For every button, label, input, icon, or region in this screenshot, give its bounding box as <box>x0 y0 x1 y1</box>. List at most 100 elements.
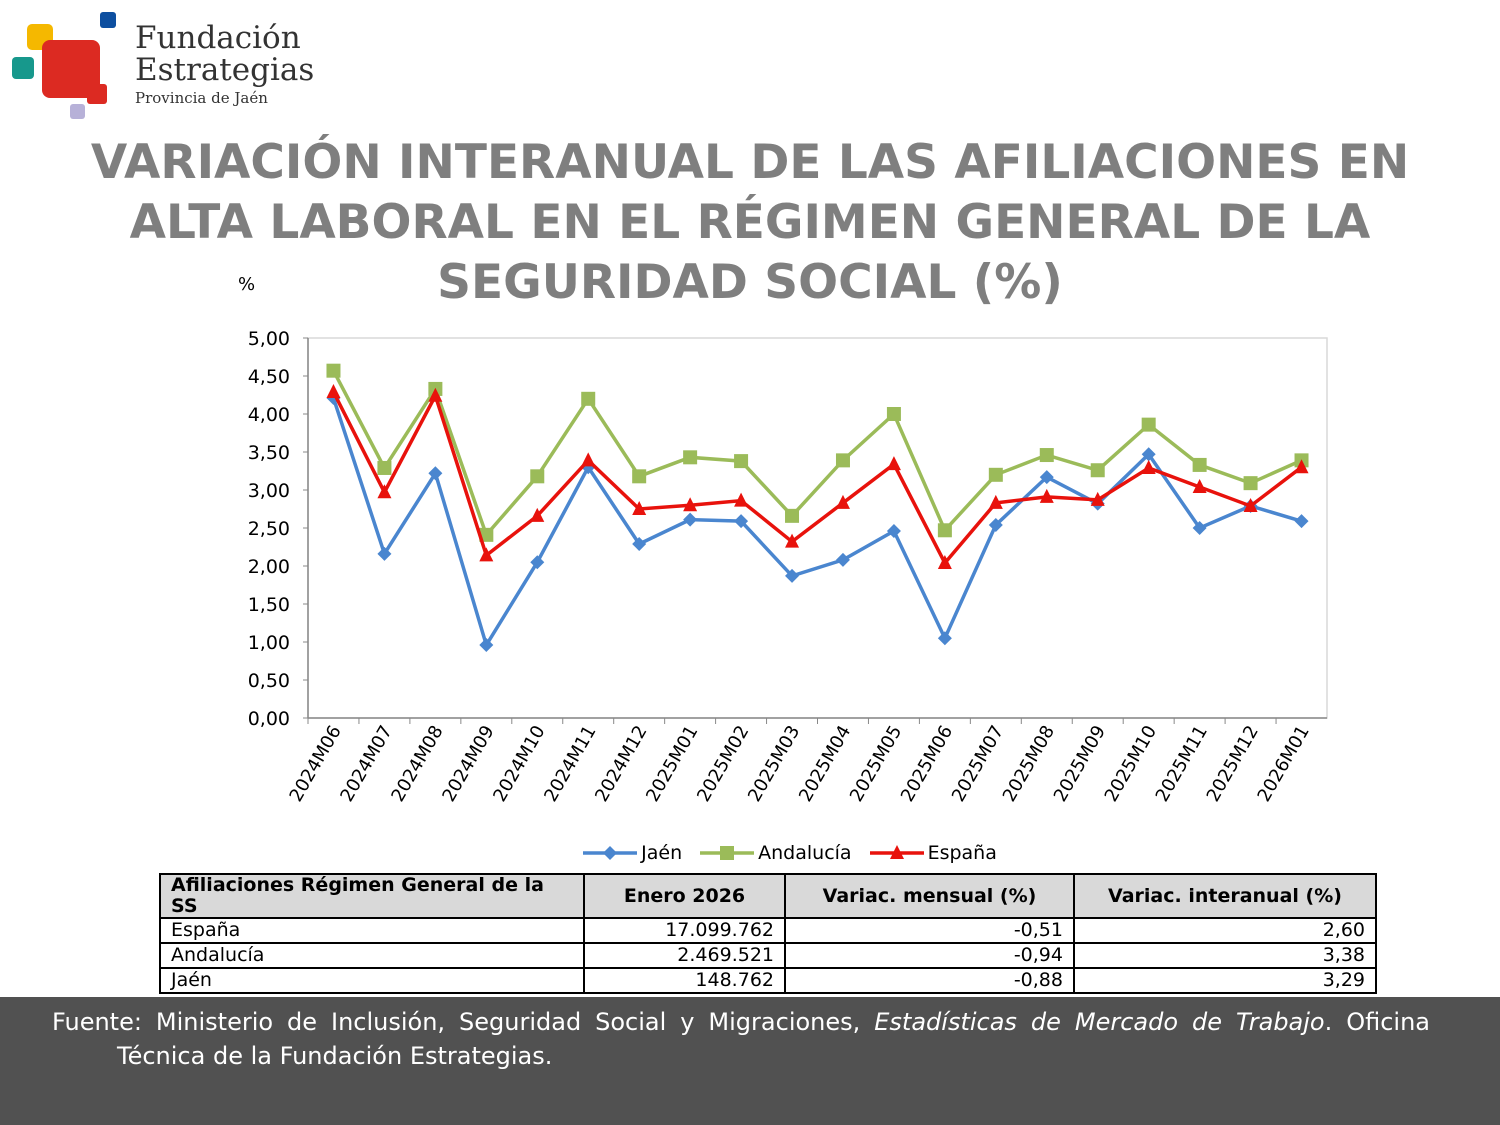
legend-marker <box>700 846 755 860</box>
table-row: Andalucía 2.469.521 -0,94 3,38 <box>159 942 1377 969</box>
y-tick-label: 3,50 <box>248 442 290 464</box>
data-point <box>530 469 545 484</box>
logo: Fundación Estrategias Provincia de Jaén <box>10 10 314 125</box>
data-point <box>1090 463 1105 478</box>
data-point <box>1039 470 1054 485</box>
chart-title: VARIACIÓN INTERANUAL DE LAS AFILIACIONES… <box>90 135 1410 310</box>
y-tick-label: 4,00 <box>248 404 290 426</box>
data-point <box>377 546 392 561</box>
data-point <box>1243 476 1258 491</box>
data-point <box>530 507 545 522</box>
y-tick-label: 0,50 <box>248 670 290 692</box>
col-header: Afiliaciones Régimen General de la SS <box>159 873 585 919</box>
data-point <box>377 484 392 499</box>
y-tick-label: 5,00 <box>248 328 290 350</box>
source-footer: Fuente: Ministerio de Inclusión, Segurid… <box>0 997 1500 1125</box>
data-point <box>1192 457 1207 472</box>
y-tick-label: 0,00 <box>248 708 290 730</box>
source-text: Técnica de la Fundación Estrategias. <box>117 1042 553 1070</box>
legend-marker <box>583 846 638 860</box>
plot-area <box>307 337 1328 719</box>
data-point <box>835 453 850 468</box>
logo-mark <box>12 12 116 119</box>
cell: -0,94 <box>784 942 1075 969</box>
col-header: Variac. interanual (%) <box>1073 873 1377 919</box>
col-header: Variac. mensual (%) <box>784 873 1075 919</box>
y-tick-label: 3,00 <box>248 480 290 502</box>
data-point <box>603 846 618 860</box>
data-point <box>886 524 901 539</box>
logo-line3: Provincia de Jaén <box>135 89 268 107</box>
data-point <box>377 460 392 475</box>
cell: 3,38 <box>1073 942 1377 969</box>
legend-item: Jaén <box>583 842 682 864</box>
series-jaén <box>326 391 1309 653</box>
series-line <box>331 391 1303 567</box>
data-point <box>683 512 698 527</box>
data-point <box>428 466 443 481</box>
data-point <box>632 501 647 515</box>
table-header: Afiliaciones Régimen General de la SS En… <box>159 873 1377 919</box>
cell: 2.469.521 <box>583 942 786 969</box>
data-point <box>1243 497 1258 512</box>
data-point <box>1141 447 1156 462</box>
data-point <box>581 391 596 406</box>
data-point <box>1192 521 1207 535</box>
data-point <box>785 533 800 548</box>
data-point <box>1294 514 1309 529</box>
data-point <box>886 456 901 471</box>
col-header: Enero 2026 <box>583 873 786 919</box>
data-point <box>479 527 494 542</box>
y-tick-label: 2,00 <box>248 556 290 578</box>
data-point <box>835 552 850 567</box>
legend-label: España <box>927 842 997 864</box>
data-point <box>937 631 952 646</box>
data-point <box>326 363 341 378</box>
data-point <box>530 555 545 570</box>
data-point <box>734 492 749 507</box>
data-point <box>632 469 647 484</box>
y-tick-label: 1,50 <box>248 594 290 616</box>
legend-label: Jaén <box>641 842 683 864</box>
data-point <box>683 497 698 512</box>
data-point <box>632 536 647 551</box>
data-point <box>720 846 735 860</box>
data-point <box>1141 459 1156 474</box>
legend-item: España <box>869 842 997 864</box>
data-point <box>1294 459 1309 474</box>
cell: Andalucía <box>159 942 585 969</box>
cell: España <box>159 917 585 944</box>
data-point <box>581 452 596 467</box>
data-point <box>835 494 850 509</box>
data-point <box>479 547 494 562</box>
data-point <box>326 383 341 398</box>
y-tick-label: 2,50 <box>248 518 290 540</box>
data-point <box>734 514 749 529</box>
line-chart: 0,00 0,50 1,00 1,50 2,00 2,50 3,00 3,50 4,00 4,50… <box>248 328 1328 805</box>
data-point <box>937 554 952 569</box>
series-line <box>331 397 1303 650</box>
source-text: . Oficina <box>1324 1008 1431 1036</box>
table-row: España 17.099.762 -0,51 2,60 <box>159 917 1377 944</box>
data-point <box>988 517 1003 532</box>
legend-label: Andalucía <box>758 842 852 864</box>
series-andalucía <box>326 363 1309 542</box>
cell: 148.762 <box>583 967 786 994</box>
y-tick-label: 4,50 <box>248 366 290 388</box>
y-axis-label: % <box>238 274 256 295</box>
y-tick-label: 1,00 <box>248 632 290 654</box>
data-point <box>1039 488 1054 503</box>
legend: Jaén Andalucía España <box>0 842 1500 864</box>
source-title: Estadísticas de Mercado de Trabajo <box>874 1008 1325 1036</box>
table-row: Jaén 148.762 -0,88 3,29 <box>159 967 1377 994</box>
cell: 3,29 <box>1073 967 1377 994</box>
data-point <box>1039 448 1054 463</box>
data-point <box>937 523 952 538</box>
data-point <box>988 494 1003 509</box>
legend-marker <box>869 845 924 859</box>
summary-table: Afiliaciones Régimen General de la SS En… <box>159 873 1377 994</box>
data-point <box>479 638 494 653</box>
data-point <box>428 387 443 402</box>
data-point <box>1192 478 1207 493</box>
data-point <box>1090 491 1105 506</box>
